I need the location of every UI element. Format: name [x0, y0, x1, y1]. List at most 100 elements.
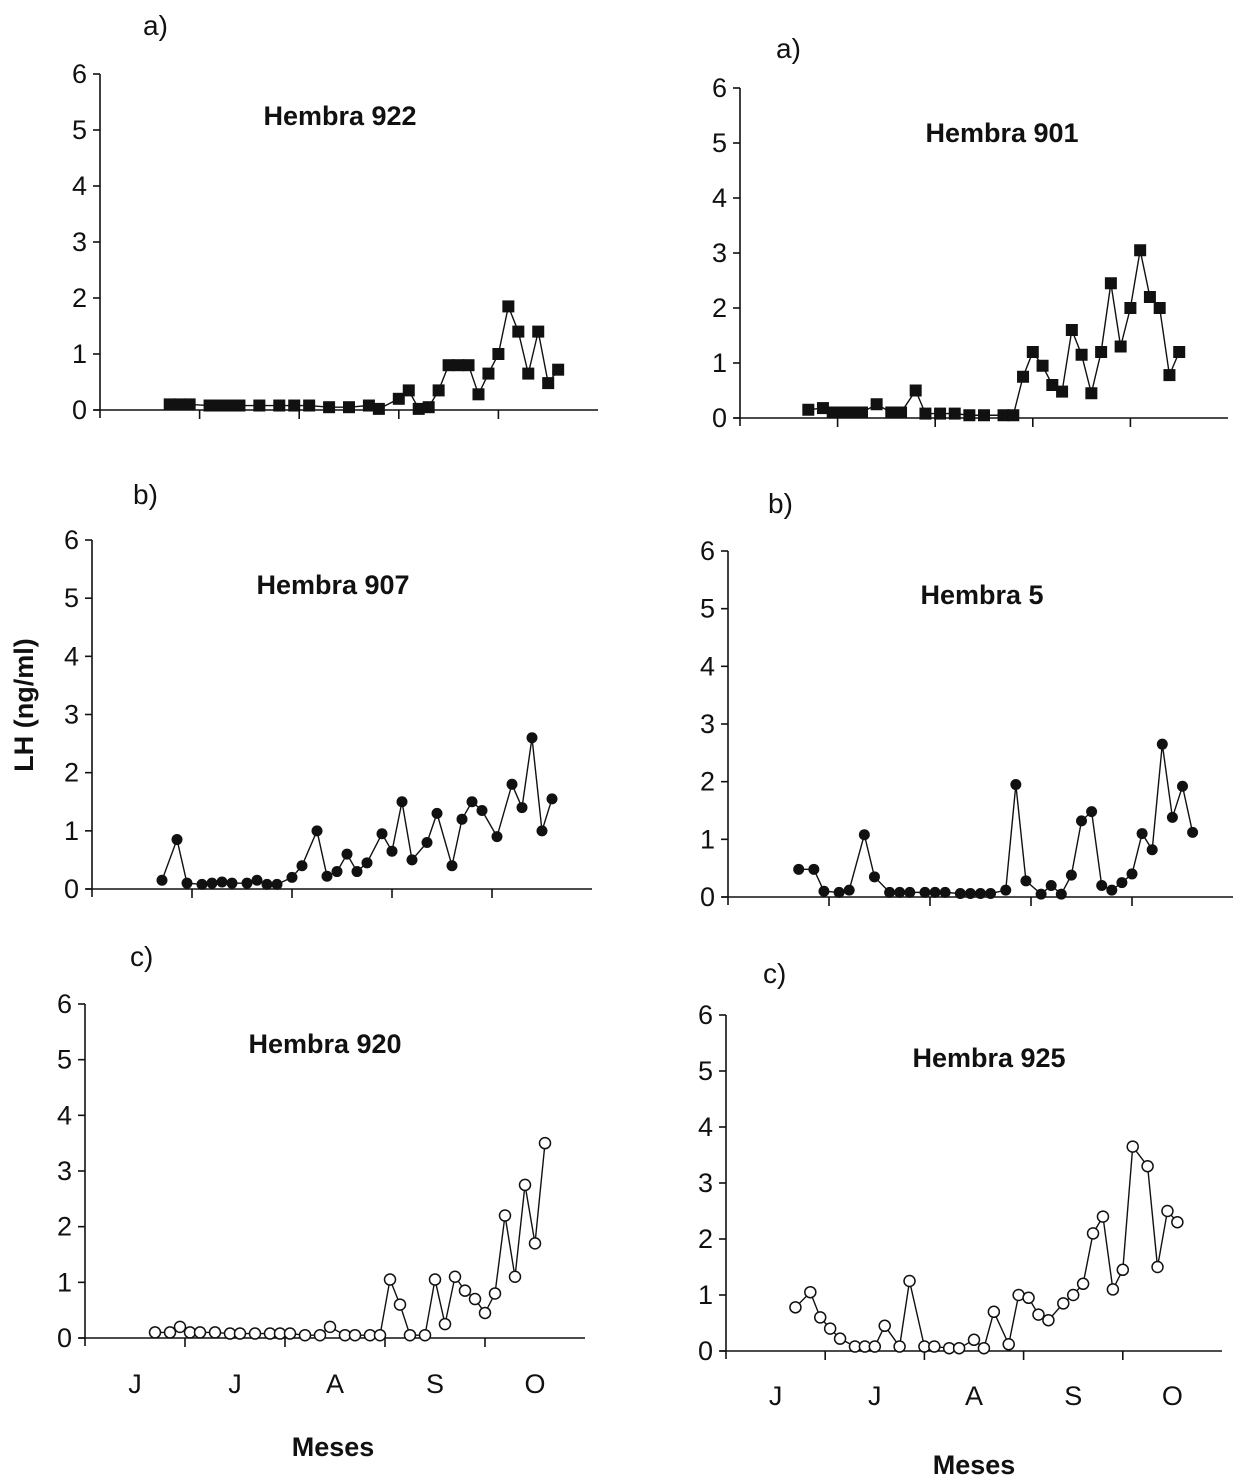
- y-tick-label: 4: [57, 1100, 72, 1130]
- y-tick-label: 0: [57, 1323, 72, 1353]
- data-point: [895, 406, 908, 419]
- month-label: O: [1162, 1381, 1183, 1411]
- data-point: [506, 778, 518, 790]
- data-point: [1086, 1227, 1100, 1240]
- data-point: [1065, 869, 1077, 881]
- y-tick-label: 5: [698, 1056, 713, 1086]
- y-tick-label: 3: [712, 238, 727, 268]
- data-point: [1002, 1338, 1015, 1351]
- data-point: [1007, 409, 1020, 422]
- data-point: [1136, 828, 1148, 840]
- data-point: [248, 1327, 262, 1340]
- data-point: [452, 359, 465, 372]
- data-point: [868, 1340, 882, 1353]
- data-point: [823, 1322, 837, 1335]
- data-point: [476, 804, 488, 816]
- data-point: [1026, 346, 1039, 358]
- series-line: [161, 737, 553, 886]
- y-tick-label: 6: [72, 59, 87, 89]
- data-point: [251, 874, 263, 886]
- data-point: [536, 825, 548, 837]
- y-tick-label: 1: [700, 824, 715, 854]
- data-point: [846, 406, 859, 419]
- data-point: [975, 888, 986, 900]
- data-point: [393, 1298, 407, 1311]
- data-point: [952, 1341, 966, 1355]
- month-label: J: [868, 1381, 882, 1411]
- data-point: [1055, 888, 1067, 900]
- data-point: [1171, 1215, 1184, 1229]
- y-tick-label: 6: [700, 536, 715, 566]
- data-point: [1146, 844, 1158, 856]
- chart-panel: a) Hembra 901 0 1 2 3 4 5 6: [712, 33, 1228, 433]
- data-point: [1036, 359, 1049, 372]
- data-point: [1035, 888, 1047, 900]
- data-point: [203, 399, 216, 412]
- y-tick-label: 0: [700, 882, 715, 912]
- y-tick-label: 3: [72, 227, 87, 257]
- data-point: [528, 1237, 542, 1250]
- data-point: [802, 403, 815, 416]
- data-point: [311, 825, 323, 837]
- y-tick-label: 4: [72, 171, 87, 201]
- data-point: [1114, 340, 1127, 353]
- month-label: A: [326, 1369, 344, 1399]
- data-point: [1134, 244, 1147, 257]
- data-point: [331, 866, 343, 878]
- data-point: [836, 406, 849, 419]
- data-point: [1096, 879, 1108, 891]
- month-label: J: [228, 1369, 242, 1399]
- data-point: [458, 1284, 472, 1297]
- series-line: [794, 1144, 1178, 1350]
- data-point: [502, 300, 515, 313]
- y-tick-label: 1: [698, 1280, 713, 1310]
- data-point: [448, 1270, 462, 1284]
- data-point: [904, 886, 916, 898]
- data-point: [323, 401, 336, 414]
- data-point: [361, 857, 373, 869]
- data-point: [1075, 348, 1088, 361]
- data-point: [196, 878, 208, 890]
- data-point: [171, 834, 183, 846]
- data-point: [431, 807, 443, 819]
- data-point: [421, 836, 433, 848]
- month-label: S: [426, 1369, 444, 1399]
- data-point: [894, 886, 906, 898]
- data-point: [478, 1306, 492, 1320]
- data-point: [396, 796, 408, 808]
- data-point: [987, 1305, 1001, 1319]
- data-point: [808, 863, 820, 875]
- data-point: [1161, 1204, 1174, 1218]
- y-tick-label: 0: [72, 395, 87, 425]
- data-point: [296, 860, 308, 872]
- data-point: [833, 1332, 847, 1345]
- data-point: [1096, 1210, 1110, 1223]
- data-point: [1116, 877, 1128, 889]
- data-point: [1163, 369, 1176, 382]
- data-point: [482, 367, 495, 380]
- data-point: [813, 1311, 827, 1324]
- data-point: [1156, 738, 1168, 750]
- data-point: [351, 866, 363, 878]
- data-point: [372, 402, 385, 415]
- data-point: [967, 1333, 981, 1347]
- data-point: [919, 886, 931, 898]
- data-point: [1046, 379, 1059, 391]
- data-point: [208, 1326, 222, 1339]
- panel-title: Hembra 901: [925, 118, 1078, 148]
- data-point: [804, 1285, 817, 1299]
- data-point: [321, 870, 333, 882]
- data-point: [288, 399, 301, 412]
- y-tick-label: 2: [72, 283, 87, 313]
- chart-panel: b) Hembra 907 0 1 2 3 4 5 6: [64, 479, 592, 904]
- y-tick-label: 6: [64, 525, 79, 555]
- y-tick-label: 6: [57, 989, 72, 1019]
- series-line: [798, 744, 1194, 896]
- y-tick-label: 4: [64, 641, 79, 671]
- data-point: [843, 884, 855, 896]
- y-tick-label: 0: [698, 1336, 713, 1366]
- data-point: [826, 406, 839, 419]
- data-point: [341, 848, 353, 860]
- data-point: [213, 399, 226, 412]
